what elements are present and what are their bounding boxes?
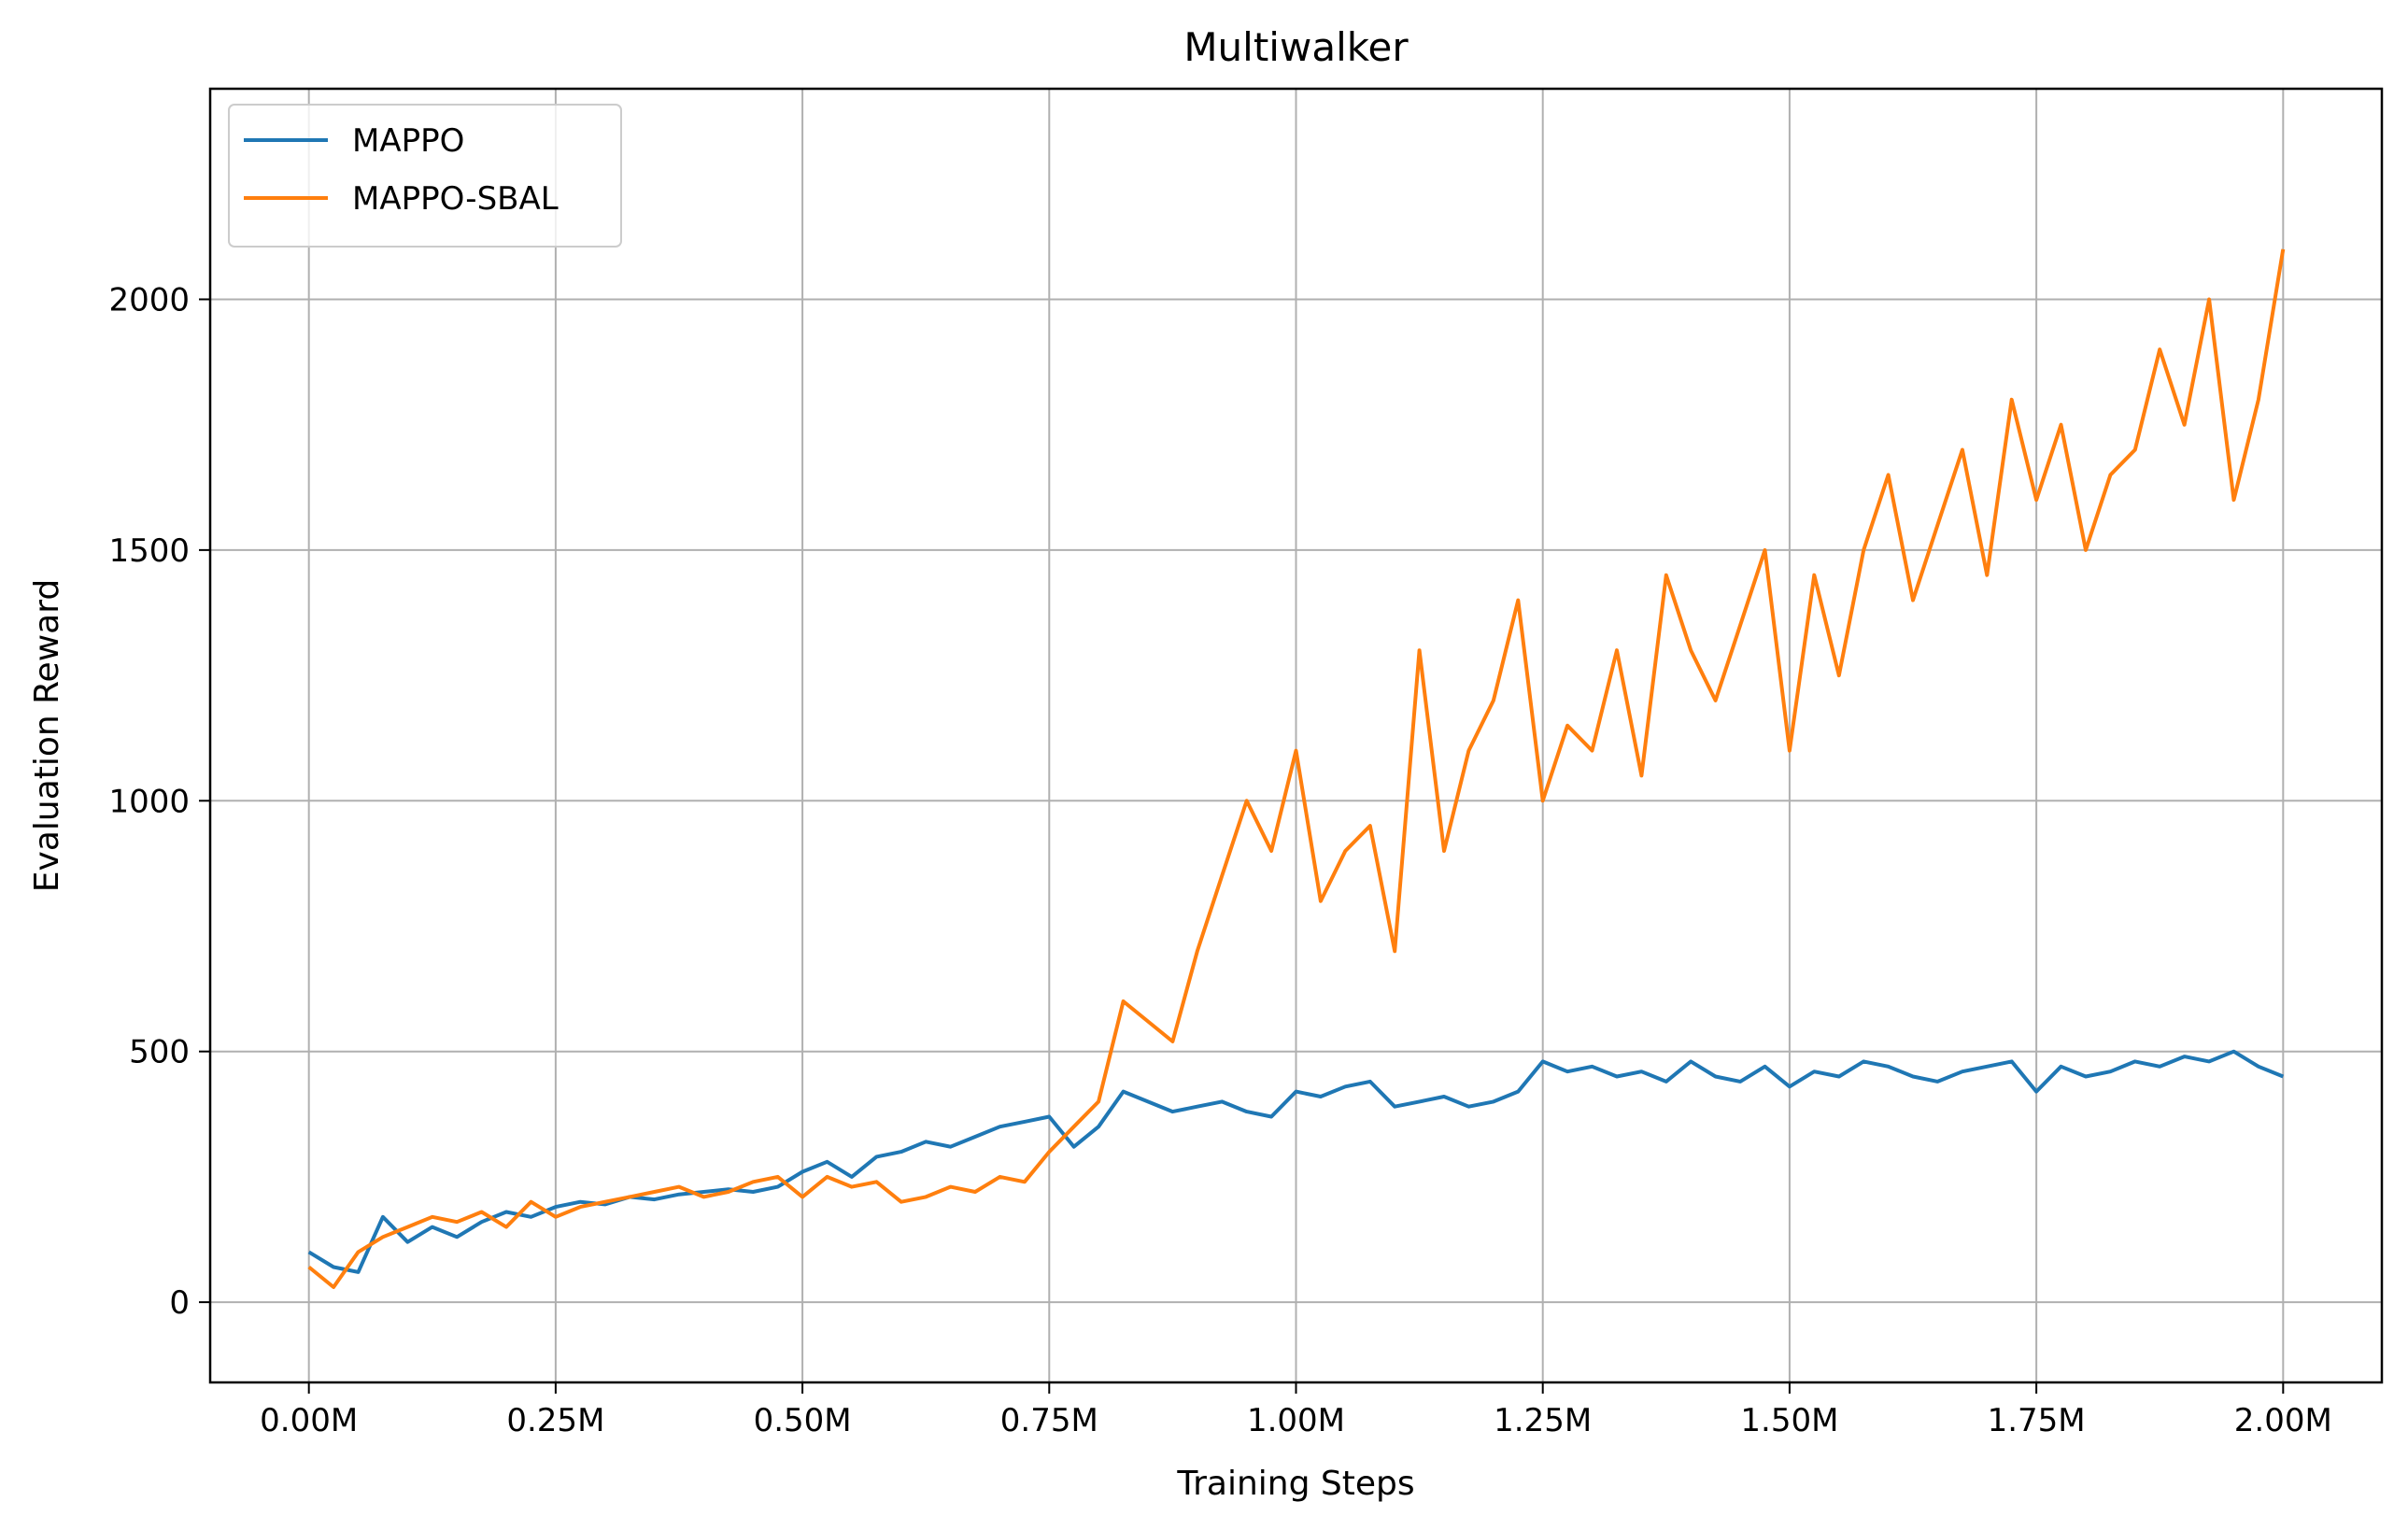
x-tick-label: 1.50M bbox=[1740, 1402, 1838, 1439]
legend-label: MAPPO-SBAL bbox=[352, 180, 559, 218]
series-line-mappo-sbal bbox=[307, 248, 2286, 1289]
axis-ticks: 0.00M 0.25M 0.50M 0.75M 1.00M 1.25M 1.50M 1.75M… bbox=[108, 281, 2331, 1439]
x-tick-label: 1.75M bbox=[1988, 1402, 2086, 1439]
x-tick-label: 1.00M bbox=[1247, 1402, 1345, 1439]
x-tick-label: 0.75M bbox=[1000, 1402, 1098, 1439]
x-tick-label: 0.50M bbox=[754, 1402, 852, 1439]
x-tick-label: 0.00M bbox=[260, 1402, 358, 1439]
x-tick-label: 0.25M bbox=[506, 1402, 604, 1439]
chart-title: Multiwalker bbox=[1183, 24, 1409, 70]
x-tick-label: 2.00M bbox=[2234, 1402, 2332, 1439]
y-tick-label: 0 bbox=[169, 1284, 190, 1322]
y-tick-label: 2000 bbox=[108, 281, 190, 319]
y-axis-title: Evaluation Reward bbox=[28, 579, 66, 892]
series-line-mappo bbox=[307, 1049, 2285, 1274]
y-tick-label: 500 bbox=[129, 1034, 190, 1071]
x-tick-label: 1.25M bbox=[1494, 1402, 1592, 1439]
legend-label: MAPPO bbox=[352, 122, 464, 160]
y-tick-label: 1500 bbox=[108, 532, 190, 570]
series-layer bbox=[307, 248, 2286, 1289]
grid-lines bbox=[210, 89, 2382, 1382]
y-tick-label: 1000 bbox=[108, 783, 190, 820]
x-axis-title: Training Steps bbox=[1176, 1465, 1414, 1503]
legend: MAPPO MAPPO-SBAL bbox=[228, 104, 622, 248]
